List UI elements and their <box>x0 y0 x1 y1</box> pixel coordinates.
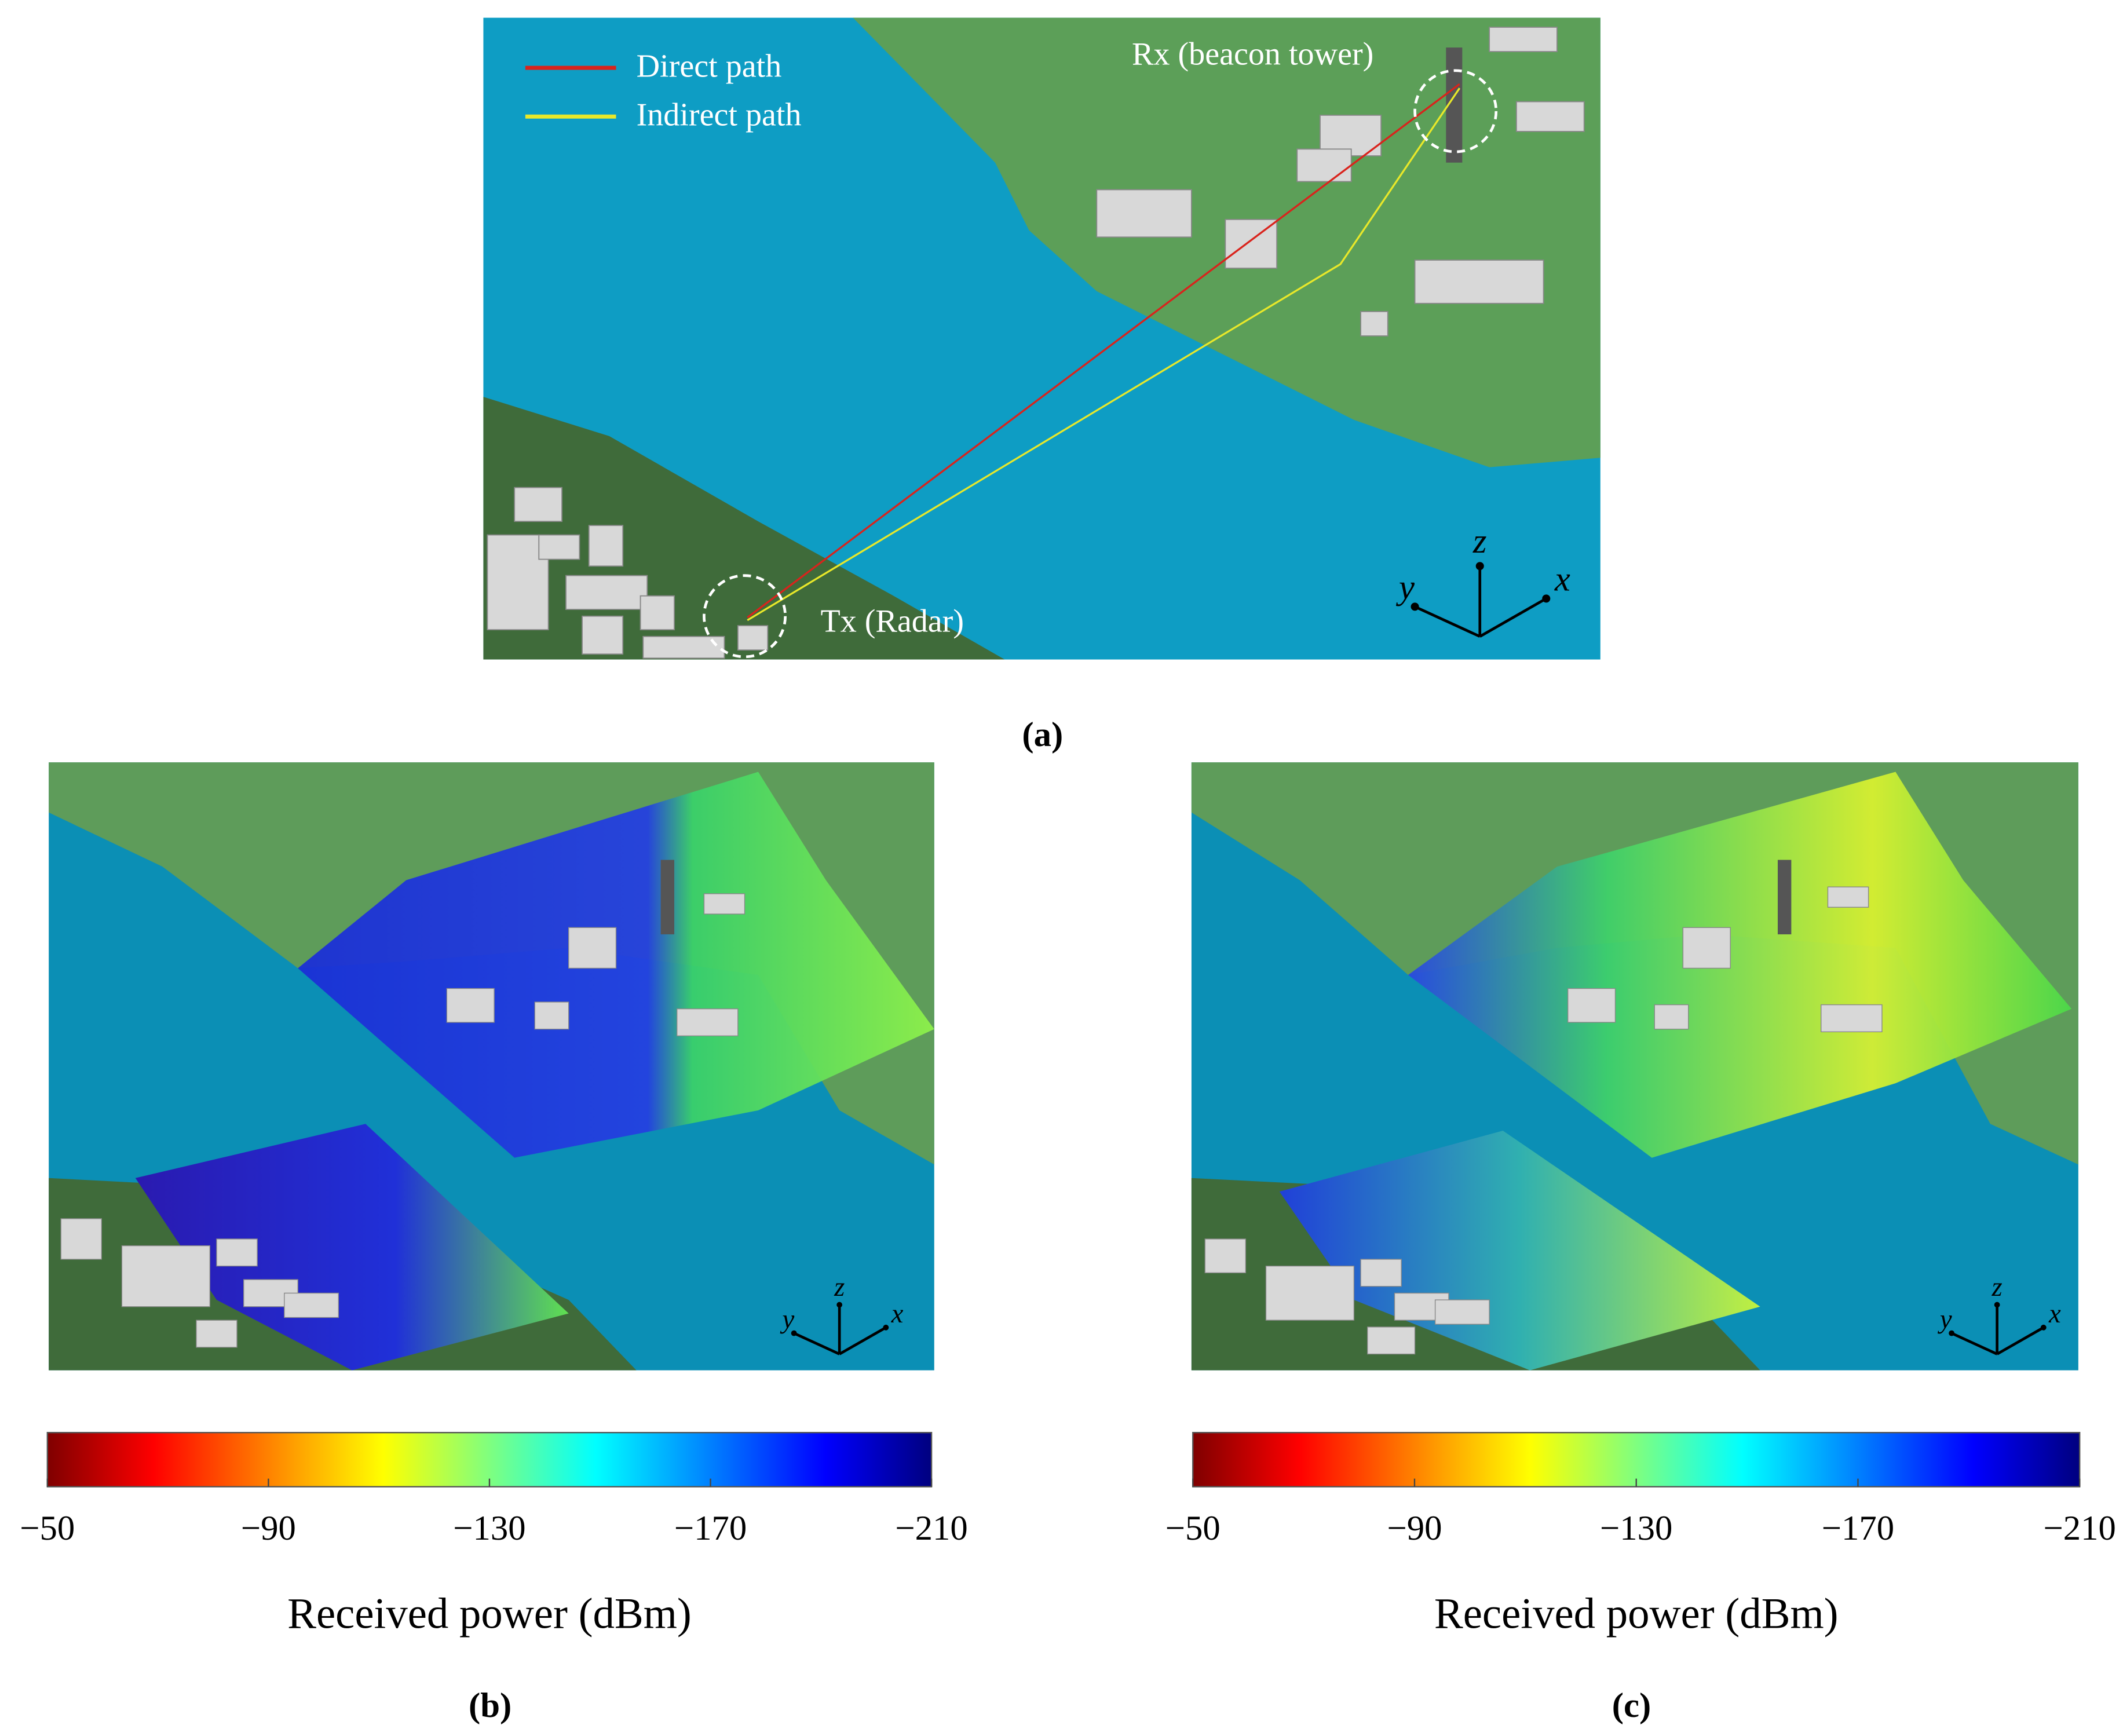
arrow-head <box>883 1324 889 1331</box>
panel-c: y z x −50 −90 −130 −170 −210 Received power (dB… <box>1165 762 2116 1725</box>
caption: (c) <box>1612 1686 1651 1725</box>
tower <box>1777 860 1792 935</box>
axes-triad: y z x <box>780 1272 904 1355</box>
axis-label: x <box>891 1299 904 1329</box>
axis-label: y <box>1395 568 1415 606</box>
arrow-head <box>1411 602 1419 611</box>
arrow-head <box>1475 562 1484 571</box>
colorbar-gradient <box>1192 1432 2081 1488</box>
colorbar-title: Received power (dBm) <box>287 1590 692 1638</box>
colorbar-tick-label: −50 <box>20 1509 75 1548</box>
axis-label: x <box>1554 560 1570 598</box>
buildings <box>1204 886 1883 1355</box>
coverage <box>1408 772 2072 1158</box>
axis-arrow <box>1414 605 1481 638</box>
rx-marker <box>1413 69 1498 154</box>
arrow-head <box>1949 1330 1954 1336</box>
colorbar-tick-label: −130 <box>1600 1509 1672 1548</box>
axis-label: z <box>1472 522 1487 561</box>
colorbar-tick-label: −90 <box>1387 1509 1442 1548</box>
colorbar-tick-label: −170 <box>674 1509 747 1548</box>
axis-arrow <box>1479 597 1547 638</box>
colorbar-tick-label: −50 <box>1165 1509 1221 1548</box>
colorbar-tick-label: −90 <box>241 1509 296 1548</box>
axis-label: y <box>1938 1304 1952 1335</box>
axis-arrow <box>1996 1326 2044 1355</box>
tx-label: Tx (Radar) <box>820 604 964 639</box>
colorbar-tick-label: −210 <box>2043 1509 2115 1548</box>
rx-label: Rx (beacon tower) <box>1132 36 1373 72</box>
direct-path <box>747 83 1460 619</box>
axis-label: y <box>780 1304 794 1335</box>
axis-arrow <box>1951 1332 1998 1355</box>
indirect-path <box>747 87 1461 622</box>
caption: (b) <box>469 1686 511 1725</box>
colorbar-tick-label: −130 <box>453 1509 525 1548</box>
tower <box>660 860 675 935</box>
coverage <box>135 1124 569 1370</box>
axis-label: z <box>834 1272 845 1302</box>
axis-label: z <box>1992 1272 2003 1302</box>
colorbar: −50 −90 −130 −170 −210 Received power (dBm) <box>1165 1432 2116 1638</box>
buildings <box>487 27 1585 659</box>
colorbar-title: Received power (dBm) <box>1434 1590 1839 1638</box>
axis-arrow <box>839 1326 887 1355</box>
arrow-head <box>836 1302 843 1308</box>
arrow-head <box>791 1330 797 1336</box>
caption: (a) <box>1022 715 1063 754</box>
colorbar-tick-label: −170 <box>1822 1509 1894 1548</box>
arrow-head <box>1542 594 1551 603</box>
panel-b: y z x −50 −90 −130 −170 −210 Received power (dB… <box>20 762 968 1725</box>
colorbar-gradient <box>46 1432 933 1488</box>
axis-arrow <box>793 1332 841 1355</box>
tx-marker <box>703 574 787 659</box>
arrow-head <box>2040 1324 2047 1331</box>
panel-a: Direct path Indirect path Rx (beacon tow… <box>483 17 1601 754</box>
colorbar: −50 −90 −130 −170 −210 Received power (dBm) <box>20 1432 968 1638</box>
legend-label: Indirect path <box>637 97 802 133</box>
axes-triad: y z x <box>1938 1272 2061 1355</box>
arrow-head <box>1994 1302 2000 1308</box>
axes-triad: y z x <box>1395 522 1570 638</box>
colorbar-tick-label: −210 <box>895 1509 967 1548</box>
legend-label: Direct path <box>637 48 782 84</box>
buildings <box>60 893 746 1348</box>
axis-label: x <box>2048 1299 2061 1329</box>
